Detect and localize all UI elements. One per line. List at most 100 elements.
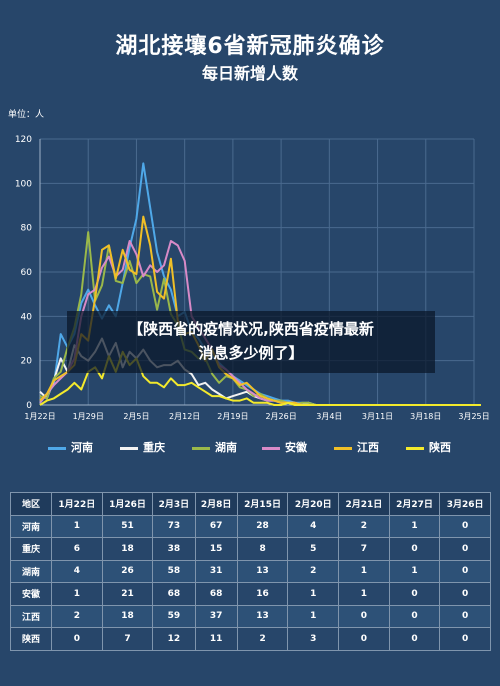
table-value-cell: 18 [101, 537, 154, 561]
legend-swatch [334, 446, 352, 450]
table-value-cell: 0 [439, 627, 491, 651]
legend-item: 安徽 [262, 439, 307, 455]
table-region-cell: 陕西 [10, 627, 52, 651]
legend-swatch [48, 446, 66, 450]
table-value-cell: 31 [194, 559, 238, 583]
x-tick-label: 2月5日 [123, 412, 149, 421]
table-region-cell: 重庆 [10, 537, 52, 561]
y-tick-label: 80 [21, 224, 33, 234]
table-value-cell: 1 [287, 604, 340, 628]
table-value-cell: 3 [287, 627, 340, 651]
legend-item: 湖南 [192, 439, 237, 455]
table-value-cell: 7 [101, 627, 154, 651]
table-value-cell: 7 [338, 537, 390, 561]
y-tick-label: 120 [15, 135, 32, 145]
table-value-cell: 0 [439, 537, 491, 561]
table-value-cell: 0 [388, 582, 441, 606]
table-value-cell: 1 [51, 514, 103, 538]
table-value-cell: 2 [287, 559, 340, 583]
table-value-cell: 1 [51, 582, 103, 606]
table-value-cell: 11 [194, 627, 238, 651]
table-value-cell: 0 [388, 537, 441, 561]
legend-swatch [120, 446, 138, 450]
table-header-cell: 2月21日 [338, 492, 390, 516]
chart-subtitle: 每日新增人数 [201, 64, 298, 83]
legend-item: 陕西 [406, 439, 451, 455]
table-header-cell: 2月20日 [287, 492, 340, 516]
table-row: 重庆 6 18 38 15 8 5 7 0 0 [10, 537, 491, 561]
legend-label: 江西 [357, 441, 379, 454]
table-header-cell: 2月8日 [194, 492, 238, 516]
table-value-cell: 21 [101, 582, 154, 606]
table-value-cell: 68 [152, 582, 196, 606]
table-value-cell: 0 [439, 514, 491, 538]
y-tick-label: 0 [26, 401, 32, 411]
legend-item: 江西 [334, 439, 379, 455]
x-tick-label: 3月4日 [316, 412, 342, 421]
table-value-cell: 0 [439, 582, 491, 606]
legend-label: 河南 [71, 441, 93, 454]
table-row: 江西 2 18 59 37 13 1 0 0 0 [10, 604, 491, 628]
table-value-cell: 58 [152, 559, 196, 583]
table-value-cell: 15 [194, 537, 238, 561]
table-value-cell: 8 [236, 537, 289, 561]
y-tick-label: 100 [15, 179, 32, 189]
x-tick-label: 3月18日 [410, 412, 441, 421]
chart-legend: 河南 重庆 湖南 安徽 江西 陕西 [0, 439, 500, 459]
y-tick-label: 60 [21, 268, 33, 278]
x-tick-label: 3月25日 [458, 412, 489, 421]
legend-label: 安徽 [285, 441, 307, 454]
chart-title: 湖北接壤6省新冠肺炎确诊 [115, 34, 385, 59]
unit-label: 单位：人 [8, 110, 45, 120]
table-value-cell: 1 [287, 582, 340, 606]
table-row: 河南 1 51 73 67 28 4 2 1 0 [10, 514, 491, 538]
table-value-cell: 16 [236, 582, 289, 606]
x-tick-label: 3月11日 [362, 412, 393, 421]
table-header-cell: 1月26日 [101, 492, 154, 516]
table-value-cell: 38 [152, 537, 196, 561]
x-tick-label: 2月12日 [169, 412, 200, 421]
legend-swatch [192, 446, 210, 450]
table-value-cell: 1 [388, 559, 441, 583]
table-header-cell: 地区 [10, 492, 52, 516]
table-value-cell: 2 [338, 514, 390, 538]
y-tick-label: 20 [21, 357, 33, 367]
table-value-cell: 0 [388, 604, 441, 628]
table-value-cell: 5 [287, 537, 340, 561]
table-header-cell: 2月15日 [236, 492, 289, 516]
table-value-cell: 0 [338, 627, 390, 651]
table-value-cell: 0 [439, 559, 491, 583]
overlay-line-2: 消息多少例了】 [198, 344, 304, 362]
table-row: 安徽 1 21 68 68 16 1 1 0 0 [10, 582, 491, 606]
table-value-cell: 26 [101, 559, 154, 583]
table-header-cell: 2月3日 [152, 492, 196, 516]
table-region-cell: 安徽 [10, 582, 52, 606]
legend-swatch [406, 446, 424, 450]
table-value-cell: 4 [51, 559, 103, 583]
table-value-cell: 0 [388, 627, 441, 651]
table-value-cell: 1 [338, 559, 390, 583]
table-value-cell: 12 [152, 627, 196, 651]
table-value-cell: 51 [101, 514, 154, 538]
table-row: 湖南 4 26 58 31 13 2 1 1 0 [10, 559, 491, 583]
y-tick-label: 40 [21, 312, 33, 322]
table-value-cell: 1 [338, 582, 390, 606]
table-value-cell: 18 [101, 604, 154, 628]
legend-label: 湖南 [215, 441, 237, 454]
table-value-cell: 0 [338, 604, 390, 628]
table-value-cell: 28 [236, 514, 289, 538]
data-table: 地区 1月22日 1月26日 2月3日 2月8日 2月15日 2月20日 2月21日 2月27日… [10, 492, 491, 651]
table-value-cell: 68 [194, 582, 238, 606]
table-value-cell: 6 [51, 537, 103, 561]
table-header-cell: 2月27日 [388, 492, 441, 516]
x-tick-label: 2月26日 [265, 412, 296, 421]
table-header-cell: 1月22日 [51, 492, 103, 516]
table-value-cell: 1 [388, 514, 441, 538]
article-title-overlay: 【陕西省的疫情状况,陕西省疫情最新 消息多少例了】 [67, 311, 435, 373]
legend-item: 重庆 [120, 439, 165, 455]
table-region-cell: 湖南 [10, 559, 52, 583]
overlay-line-1: 【陕西省的疫情状况,陕西省疫情最新 [128, 320, 374, 338]
x-tick-label: 2月19日 [217, 412, 248, 421]
table-header-cell: 3月26日 [439, 492, 491, 516]
table-value-cell: 13 [236, 559, 289, 583]
